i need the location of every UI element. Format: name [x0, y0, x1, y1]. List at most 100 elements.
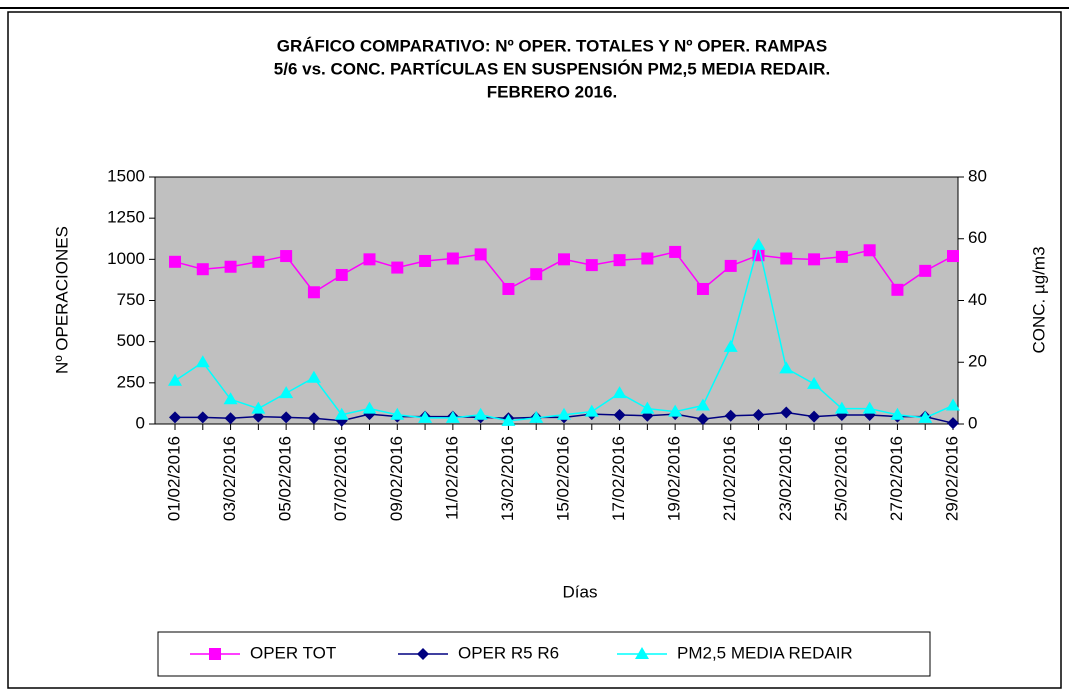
marker	[863, 244, 876, 257]
marker	[419, 254, 432, 267]
x-tick-label: 13/02/2016	[498, 436, 517, 521]
marker	[612, 386, 627, 399]
x-tick-label: 15/02/2016	[553, 436, 572, 521]
marker	[335, 268, 348, 281]
plot-area	[154, 176, 959, 425]
marker	[445, 410, 460, 423]
marker	[223, 392, 238, 405]
marker	[807, 376, 822, 389]
y2-tick-label: 20	[968, 352, 987, 371]
marker	[808, 410, 821, 423]
marker	[947, 417, 959, 430]
marker	[224, 412, 237, 425]
y-tick-label: 1000	[107, 249, 145, 268]
x-tick-label: 21/02/2016	[720, 436, 739, 521]
x-tick-label: 23/02/2016	[776, 436, 795, 521]
chart-title: FEBRERO 2016.	[487, 82, 617, 101]
marker	[502, 282, 515, 295]
marker	[196, 411, 209, 424]
y2-tick-label: 0	[968, 413, 977, 432]
marker	[780, 252, 793, 265]
marker	[417, 648, 429, 660]
chart-title: 5/6 vs. CONC. PARTÍCULAS EN SUSPENSIÓN P…	[274, 59, 830, 78]
marker	[635, 647, 649, 659]
marker	[168, 373, 182, 386]
y-tick-label: 1250	[107, 208, 145, 227]
x-tick-label: 27/02/2016	[887, 436, 906, 521]
x-tick-label: 11/02/2016	[442, 436, 461, 520]
x-tick-label: 25/02/2016	[831, 436, 850, 521]
marker	[279, 386, 294, 399]
marker	[252, 255, 265, 268]
marker	[252, 410, 265, 423]
y-tick-label: 750	[117, 290, 145, 309]
marker	[751, 237, 766, 250]
marker	[390, 407, 405, 420]
marker	[280, 411, 293, 424]
marker	[558, 253, 570, 266]
marker	[947, 250, 959, 263]
y-tick-label: 0	[136, 413, 145, 432]
y-axis-label: Nº OPERACIONES	[52, 226, 71, 374]
y-tick-label: 250	[117, 372, 145, 391]
marker	[306, 370, 321, 383]
marker	[224, 260, 237, 273]
x-axis-label: Días	[563, 582, 598, 601]
x-tick-label: 01/02/2016	[164, 436, 183, 521]
frame	[7, 11, 1062, 689]
marker	[640, 401, 655, 414]
marker	[196, 263, 209, 276]
marker	[779, 361, 794, 374]
marker	[613, 408, 626, 421]
y2-axis-label: CONC. µg/m3	[1029, 246, 1048, 353]
marker	[584, 404, 599, 417]
marker	[752, 408, 765, 421]
y2-tick-label: 80	[968, 166, 987, 185]
marker	[501, 413, 516, 426]
marker	[473, 407, 488, 420]
marker	[334, 407, 349, 420]
marker	[723, 339, 738, 352]
marker	[835, 250, 848, 263]
y2-tick-label: 60	[968, 228, 987, 247]
y2-tick-label: 40	[968, 290, 987, 309]
x-tick-label: 09/02/2016	[387, 436, 406, 521]
legend-label: OPER TOT	[250, 643, 336, 662]
legend-label: PM2,5 MEDIA REDAIR	[677, 643, 853, 662]
marker	[363, 253, 376, 266]
marker	[724, 409, 737, 422]
x-tick-label: 05/02/2016	[276, 436, 295, 521]
legend-label: OPER R5 R6	[458, 643, 559, 662]
marker	[696, 413, 709, 426]
marker	[641, 252, 654, 265]
marker	[585, 259, 598, 272]
marker	[862, 401, 877, 414]
marker	[780, 406, 793, 419]
marker	[557, 407, 571, 420]
marker	[529, 410, 544, 423]
marker	[834, 401, 849, 414]
legend	[157, 631, 931, 677]
marker	[668, 404, 683, 417]
marker	[530, 268, 543, 281]
marker	[251, 401, 266, 414]
x-tick-label: 29/02/2016	[942, 436, 961, 521]
y-tick-label: 500	[117, 331, 145, 350]
y-tick-label: 1500	[107, 166, 145, 185]
x-tick-label: 07/02/2016	[331, 436, 350, 521]
marker	[307, 286, 320, 299]
marker	[307, 412, 320, 425]
marker	[613, 254, 626, 267]
marker	[919, 264, 932, 277]
marker	[890, 407, 905, 420]
chart-title: GRÁFICO COMPARATIVO: Nº OPER. TOTALES Y …	[277, 36, 827, 55]
marker	[418, 410, 433, 423]
marker	[891, 283, 904, 296]
marker	[209, 648, 221, 660]
marker	[391, 261, 404, 274]
x-tick-label: 03/02/2016	[220, 436, 239, 521]
marker	[474, 248, 487, 261]
marker	[280, 250, 293, 263]
marker	[946, 398, 960, 411]
